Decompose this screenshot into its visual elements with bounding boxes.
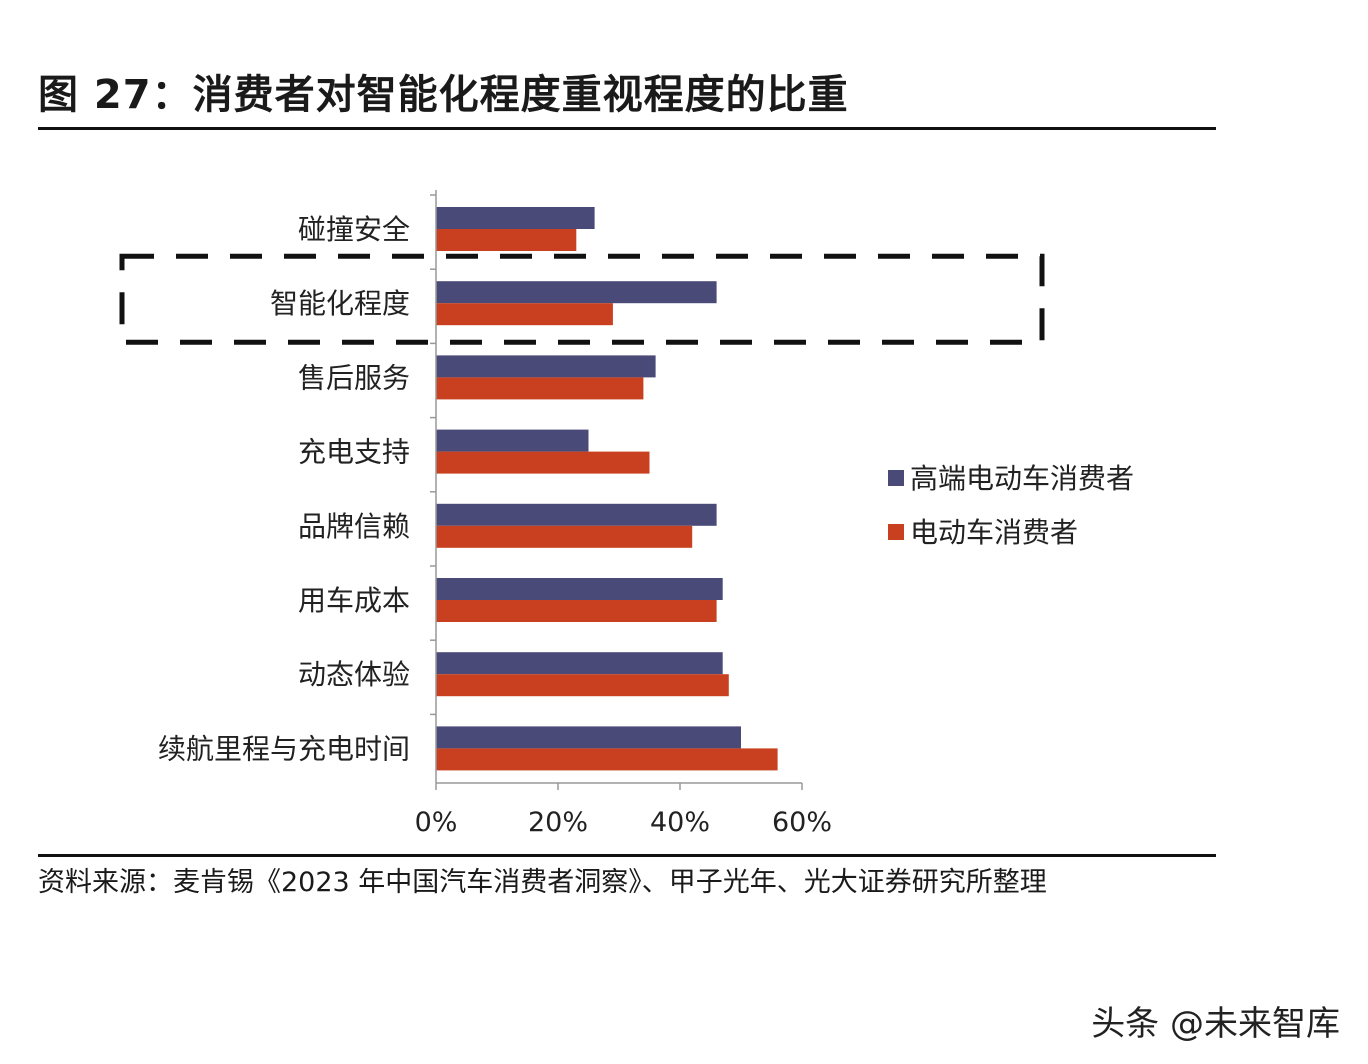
x-tick-label: 0% [415, 807, 458, 838]
watermark: 头条 @未来智库 [1091, 1004, 1340, 1044]
category-label: 品牌信赖 [298, 510, 410, 543]
bar-1-8 [436, 726, 741, 749]
category-label: 充电支持 [298, 436, 410, 469]
bar-2-4 [436, 451, 650, 474]
bar-2-7 [436, 674, 729, 697]
legend-label-2: 电动车消费者 [910, 516, 1078, 549]
bar-2-6 [436, 600, 717, 622]
category-label: 用车成本 [298, 584, 410, 617]
bar-1-4 [436, 429, 589, 452]
legend-swatch-2 [888, 524, 904, 540]
title-rule [38, 127, 1216, 130]
bar-1-6 [436, 578, 723, 600]
highlight-box [119, 253, 1045, 345]
bar-1-3 [436, 355, 656, 378]
bar-1-2 [436, 281, 717, 304]
legend-swatch-1 [888, 470, 904, 486]
source-rule [38, 854, 1216, 857]
bar-2-1 [436, 229, 577, 251]
bar-2-5 [436, 525, 693, 548]
legend-label-1: 高端电动车消费者 [910, 462, 1134, 495]
bar-1-1 [436, 207, 595, 229]
category-label: 碰撞安全 [298, 213, 410, 246]
bar-2-2 [436, 303, 613, 326]
bar-1-5 [436, 503, 717, 526]
category-label: 智能化程度 [270, 287, 410, 320]
x-tick-label: 20% [528, 807, 588, 838]
category-label: 售后服务 [298, 361, 410, 394]
bar-1-7 [436, 652, 723, 675]
category-label: 动态体验 [298, 658, 410, 691]
bar-2-8 [436, 748, 778, 771]
x-tick-label: 60% [772, 807, 832, 838]
source-note: 资料来源：麦肯锡《2023 年中国汽车消费者洞察》、甲子光年、光大证券研究所整理 [38, 867, 1047, 898]
figure-title: 图 27：消费者对智能化程度重视程度的比重 [38, 72, 849, 118]
bar-2-3 [436, 377, 644, 400]
category-label: 续航里程与充电时间 [158, 732, 410, 765]
x-tick-label: 40% [650, 807, 710, 838]
